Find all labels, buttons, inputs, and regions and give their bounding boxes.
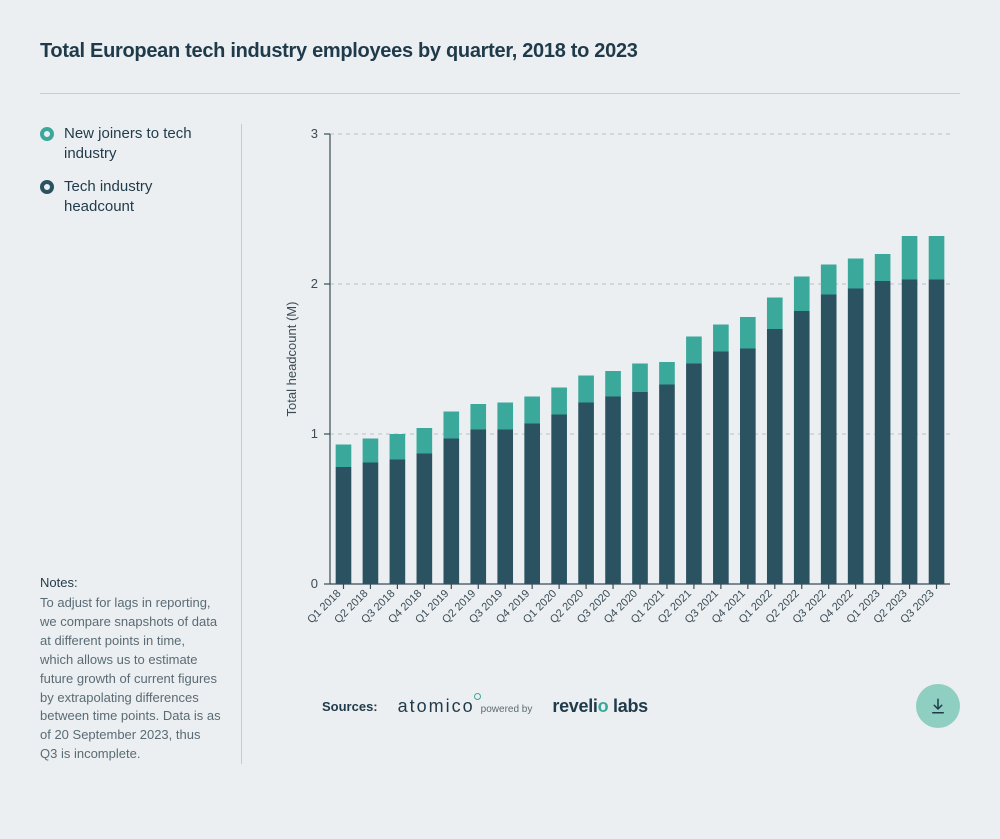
legend-label: New joiners to tech industry bbox=[64, 124, 221, 163]
bar-segment bbox=[740, 317, 756, 349]
bar-segment bbox=[632, 392, 648, 584]
sources-label: Sources: bbox=[322, 699, 378, 714]
revelio-post: labs bbox=[608, 696, 648, 716]
legend-item: Tech industry headcount bbox=[40, 177, 221, 216]
bar-segment bbox=[443, 412, 459, 439]
sources-row: Sources: atomico powered by revelio labs bbox=[282, 684, 960, 728]
bar-segment bbox=[390, 460, 406, 585]
bar-segment bbox=[443, 439, 459, 585]
bar-segment bbox=[686, 364, 702, 585]
revelio-dot: o bbox=[598, 696, 609, 716]
bar-segment bbox=[767, 298, 783, 330]
download-button[interactable] bbox=[916, 684, 960, 728]
notes-header: Notes: bbox=[40, 574, 221, 593]
legend-label: Tech industry headcount bbox=[64, 177, 221, 216]
bar-segment bbox=[524, 424, 540, 585]
bar-segment bbox=[929, 236, 945, 280]
bar-segment bbox=[659, 385, 675, 585]
sources-left: Sources: atomico powered by revelio labs bbox=[322, 696, 648, 717]
revelio-pre: reveli bbox=[552, 696, 597, 716]
content-row: New joiners to tech industry Tech industr… bbox=[40, 124, 960, 764]
y-tick-label: 0 bbox=[311, 576, 318, 591]
bar-segment bbox=[497, 430, 513, 585]
bar-segment bbox=[390, 434, 406, 460]
bar-segment bbox=[848, 289, 864, 585]
bar-segment bbox=[605, 397, 621, 585]
brand-revelio: revelio labs bbox=[552, 696, 647, 717]
bar-segment bbox=[336, 467, 352, 584]
bar-segment bbox=[470, 430, 486, 585]
bar-segment bbox=[875, 254, 891, 281]
bar-segment bbox=[686, 337, 702, 364]
y-axis-label: Total headcount (M) bbox=[284, 302, 299, 417]
bar-segment bbox=[821, 295, 837, 585]
bar-segment bbox=[470, 404, 486, 430]
y-tick-label: 3 bbox=[311, 126, 318, 141]
bar-segment bbox=[794, 277, 810, 312]
bar-segment bbox=[929, 280, 945, 585]
y-tick-label: 2 bbox=[311, 276, 318, 291]
bar-segment bbox=[767, 329, 783, 584]
bar-segment bbox=[363, 463, 379, 585]
bar-segment bbox=[363, 439, 379, 463]
atomico-logo: atomico bbox=[398, 696, 475, 717]
bar-segment bbox=[524, 397, 540, 424]
notes: Notes: To adjust for lags in reporting, … bbox=[40, 574, 221, 764]
bar-segment bbox=[821, 265, 837, 295]
bar-segment bbox=[336, 445, 352, 468]
bar-segment bbox=[713, 325, 729, 352]
brand-atomico: atomico powered by bbox=[398, 696, 533, 717]
legend-marker-icon bbox=[40, 127, 54, 141]
bar-segment bbox=[848, 259, 864, 289]
notes-body: To adjust for lags in reporting, we comp… bbox=[40, 594, 221, 764]
bar-segment bbox=[497, 403, 513, 430]
y-tick-label: 1 bbox=[311, 426, 318, 441]
chart-area: 0123Q1 2018Q2 2018Q3 2018Q4 2018Q1 2019Q… bbox=[242, 124, 960, 764]
bar-segment bbox=[578, 403, 594, 585]
legend-item: New joiners to tech industry bbox=[40, 124, 221, 163]
bar-segment bbox=[578, 376, 594, 403]
bar-segment bbox=[875, 281, 891, 584]
bar-segment bbox=[902, 236, 918, 280]
bar-chart: 0123Q1 2018Q2 2018Q3 2018Q4 2018Q1 2019Q… bbox=[282, 124, 960, 654]
atomico-sub: powered by bbox=[481, 704, 533, 715]
bar-segment bbox=[713, 352, 729, 585]
bar-segment bbox=[417, 454, 433, 585]
bar-segment bbox=[659, 362, 675, 385]
legend-marker-icon bbox=[40, 180, 54, 194]
bar-segment bbox=[551, 388, 567, 415]
bar-segment bbox=[605, 371, 621, 397]
sidebar: New joiners to tech industry Tech industr… bbox=[40, 124, 242, 764]
legend: New joiners to tech industry Tech industr… bbox=[40, 124, 221, 216]
section-divider bbox=[40, 93, 960, 94]
bar-segment bbox=[902, 280, 918, 585]
download-icon bbox=[929, 697, 947, 715]
bar-segment bbox=[740, 349, 756, 585]
bar-segment bbox=[417, 428, 433, 454]
bar-segment bbox=[794, 311, 810, 584]
page-title: Total European tech industry employees b… bbox=[40, 40, 960, 63]
bar-segment bbox=[551, 415, 567, 585]
bar-segment bbox=[632, 364, 648, 393]
